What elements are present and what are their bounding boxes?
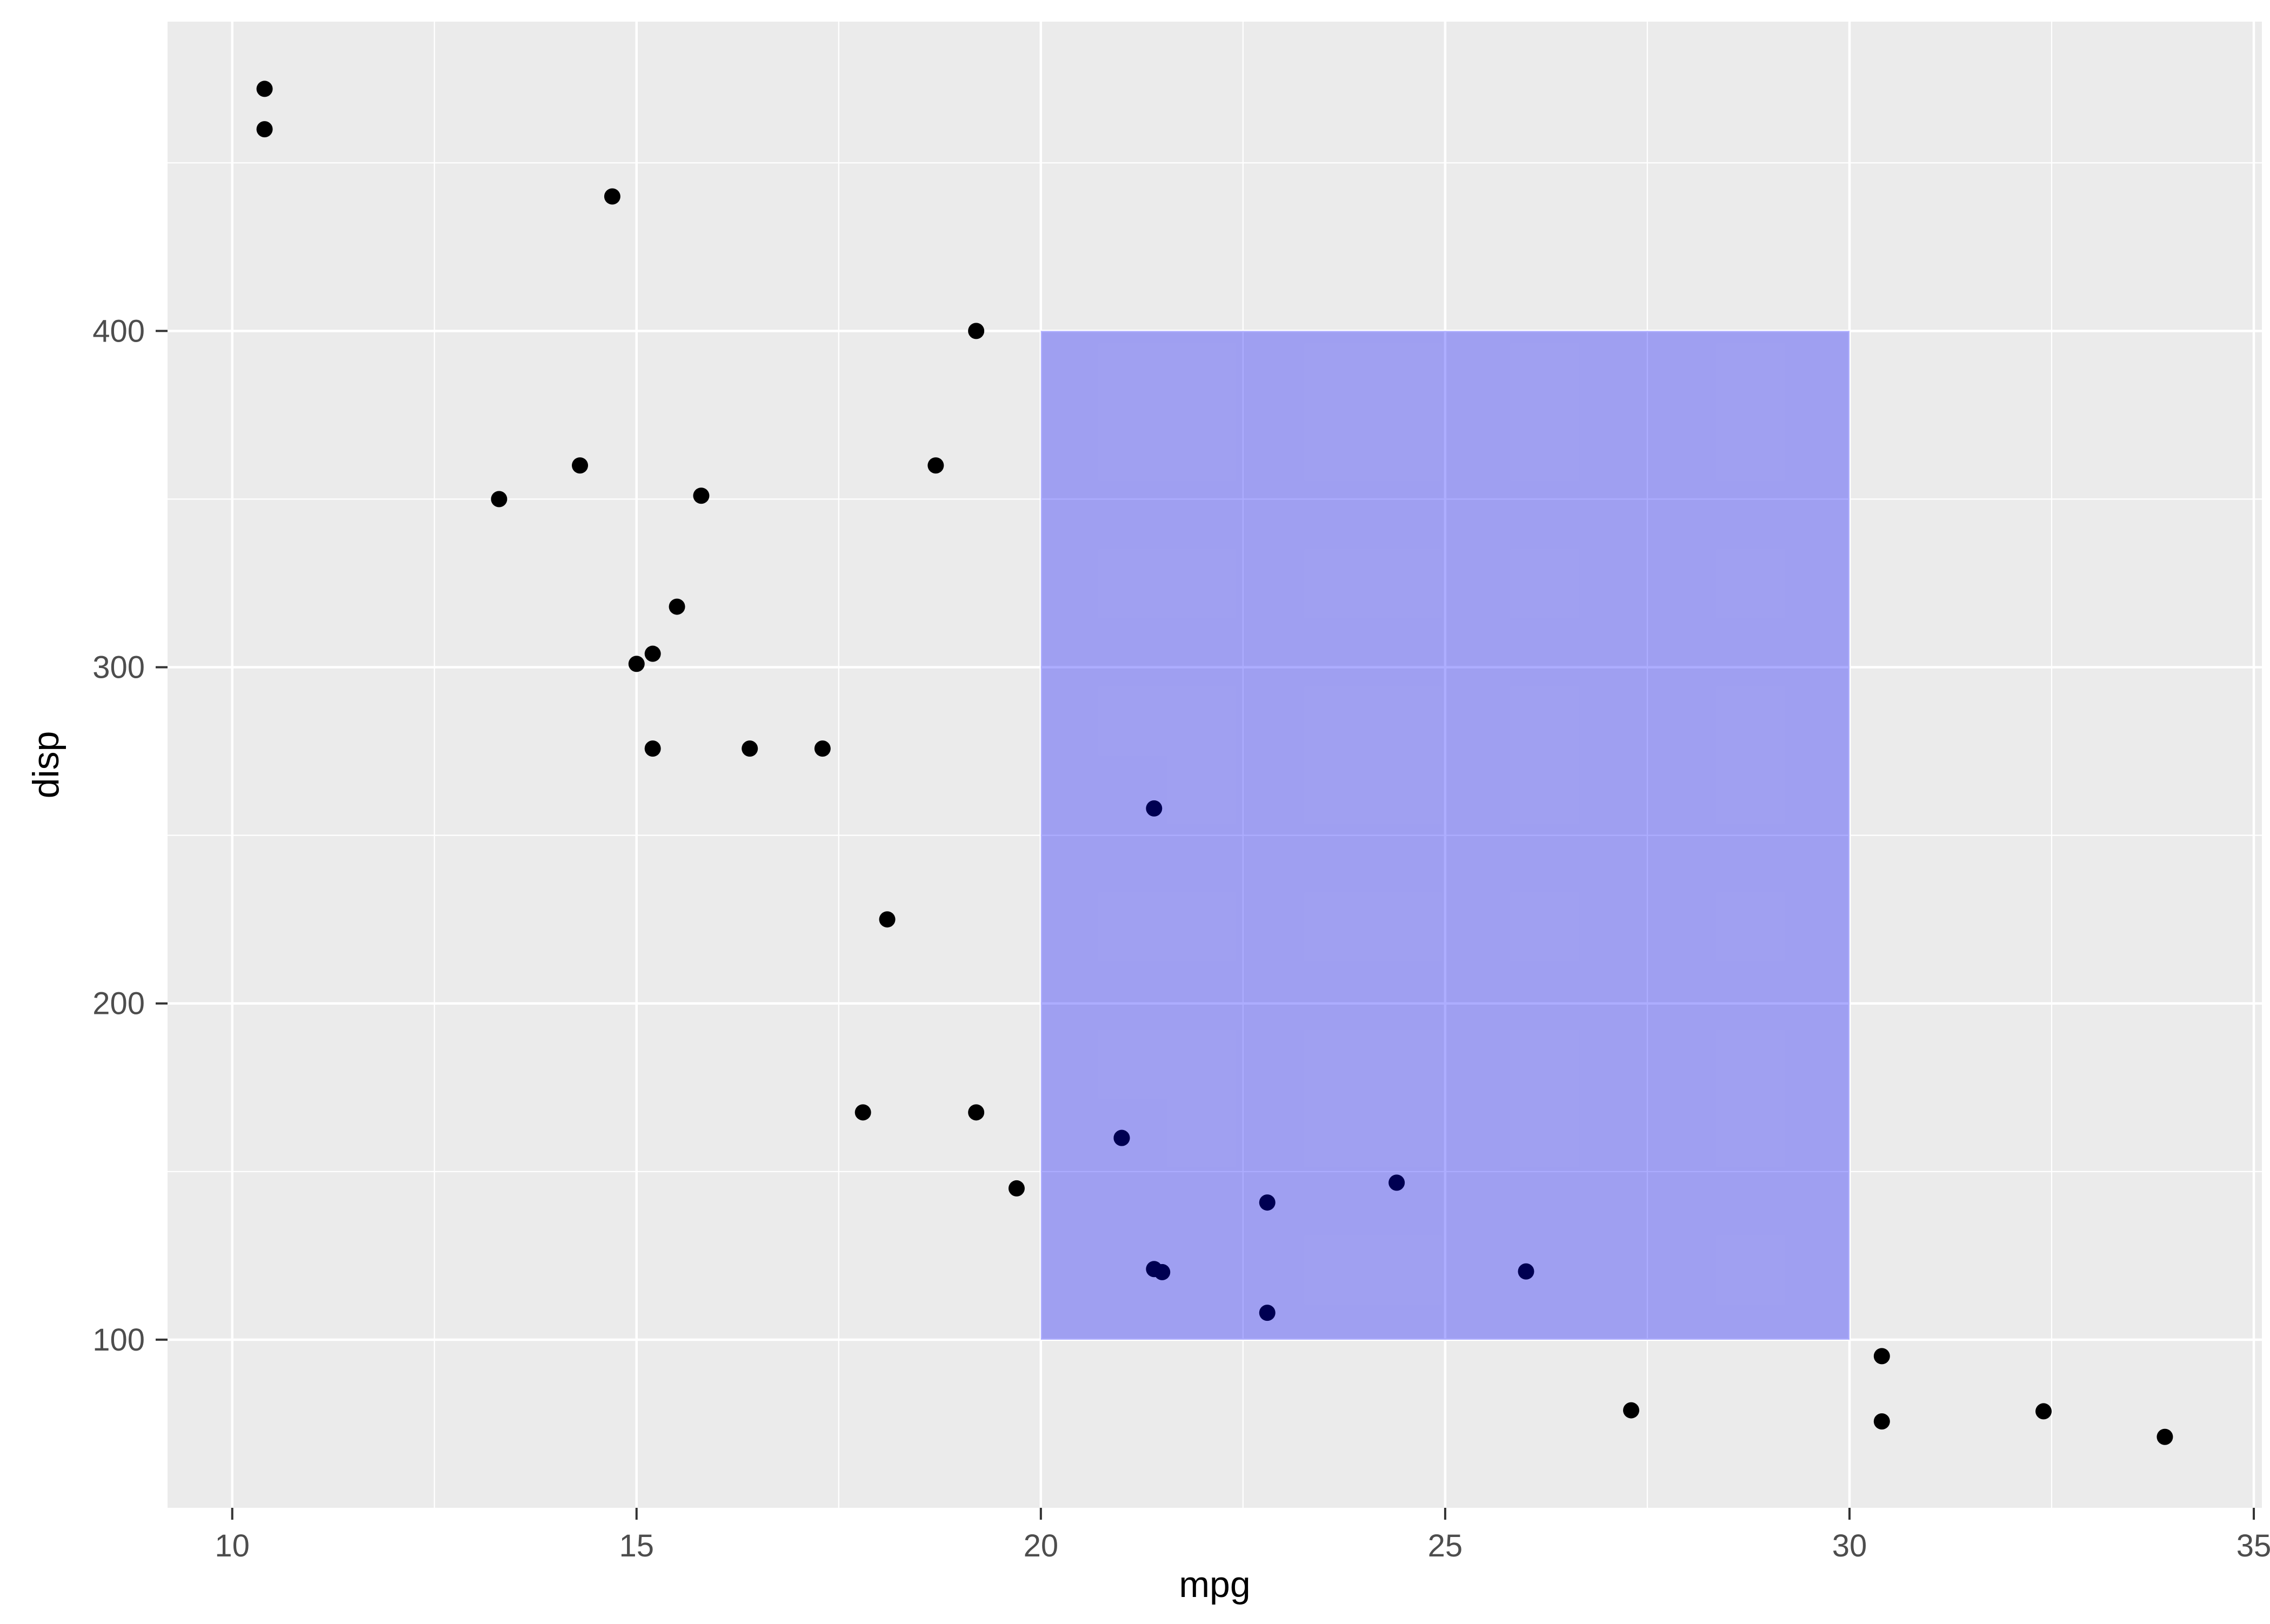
data-point (814, 740, 831, 757)
data-point (1388, 1174, 1405, 1191)
x-axis-title: mpg (1179, 1564, 1251, 1605)
x-tick-label: 20 (1024, 1528, 1059, 1563)
x-tick-label: 10 (215, 1528, 250, 1563)
data-point (2035, 1403, 2052, 1420)
data-point (644, 740, 661, 757)
panel-background (168, 22, 2262, 1508)
data-point (879, 911, 896, 928)
data-point (1873, 1348, 1890, 1365)
y-tick-label: 300 (92, 650, 145, 685)
data-point (628, 656, 645, 672)
data-point (256, 121, 273, 138)
data-point (669, 598, 685, 615)
data-point (1146, 800, 1163, 817)
data-point (2156, 1428, 2173, 1445)
data-point (1259, 1194, 1276, 1211)
data-point (1113, 1130, 1130, 1146)
data-point (1518, 1263, 1534, 1280)
highlight-rect-annotation (1040, 331, 1850, 1340)
x-tick-label: 15 (619, 1528, 655, 1563)
data-point (604, 188, 620, 205)
data-point (854, 1104, 871, 1121)
y-tick-label: 200 (92, 986, 145, 1021)
x-tick-label: 30 (1832, 1528, 1867, 1563)
y-tick-label: 100 (92, 1322, 145, 1358)
data-point (491, 491, 508, 507)
y-axis-title: disp (25, 731, 66, 799)
data-point (742, 740, 758, 757)
data-point (1146, 1261, 1163, 1278)
data-point (1008, 1180, 1025, 1197)
data-point (968, 323, 985, 339)
data-point (927, 457, 944, 474)
y-tick-label: 400 (92, 313, 145, 349)
data-point (693, 487, 710, 504)
x-tick-label: 25 (1428, 1528, 1463, 1563)
data-point (572, 457, 589, 474)
data-point (1259, 1305, 1276, 1321)
data-point (644, 645, 661, 662)
data-point (1873, 1413, 1890, 1430)
x-tick-label: 35 (2236, 1528, 2270, 1563)
data-point (256, 81, 273, 97)
data-point (1623, 1402, 1640, 1419)
data-point (968, 1104, 985, 1121)
